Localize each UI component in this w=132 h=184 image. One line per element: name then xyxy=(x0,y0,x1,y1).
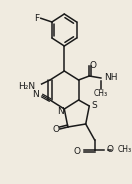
Text: N: N xyxy=(57,107,64,116)
Text: CH₃: CH₃ xyxy=(94,89,108,98)
Text: O: O xyxy=(53,125,60,134)
Text: F: F xyxy=(34,14,39,23)
Text: N: N xyxy=(33,90,39,99)
Text: O: O xyxy=(73,146,80,155)
Text: S: S xyxy=(91,100,97,109)
Text: CH₃: CH₃ xyxy=(118,146,132,155)
Text: O: O xyxy=(89,61,96,70)
Text: O: O xyxy=(106,146,113,155)
Text: H₂N: H₂N xyxy=(18,82,35,91)
Text: NH: NH xyxy=(105,73,118,82)
